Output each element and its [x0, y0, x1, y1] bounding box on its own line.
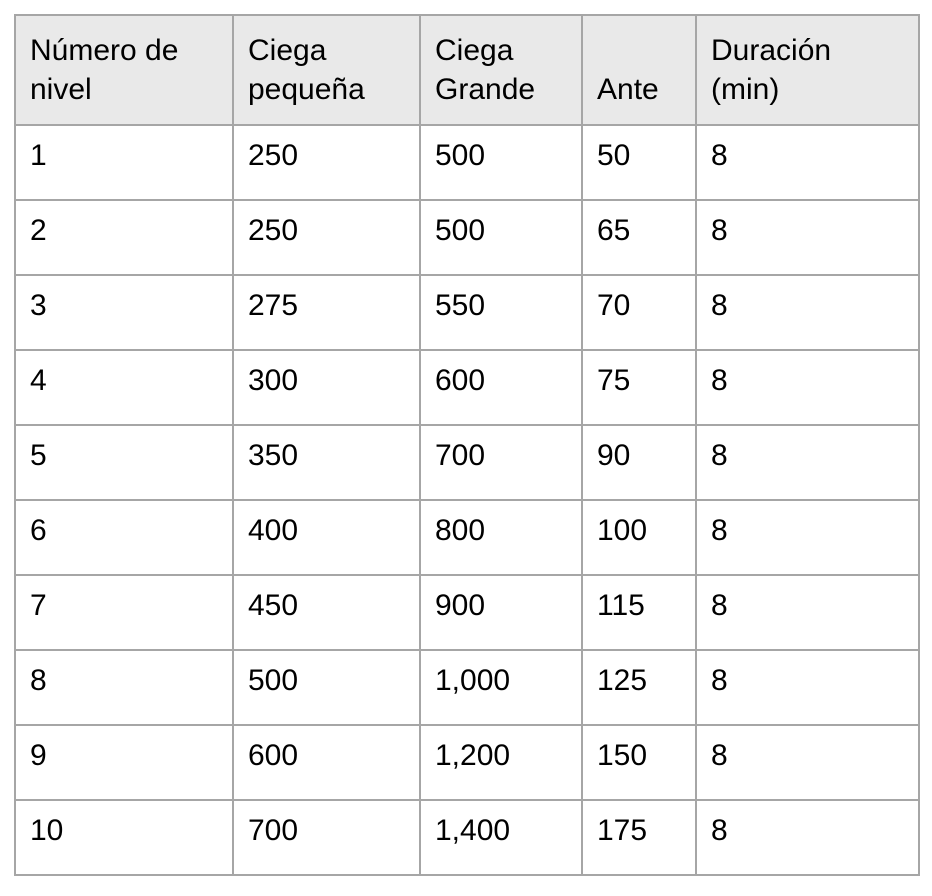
- table-cell: 450: [232, 574, 421, 651]
- table-cell: 8: [695, 649, 920, 726]
- table-row: 4 300 600 75 8: [14, 349, 920, 426]
- column-header-ciega-pequena: Ciega pequeña: [232, 14, 421, 126]
- table-row: 6 400 800 100 8: [14, 499, 920, 576]
- table-cell: 550: [419, 274, 583, 351]
- blind-structure-table: Número de nivel Ciega pequeña Ciega Gran…: [14, 14, 920, 876]
- table-cell: 8: [695, 274, 920, 351]
- table-cell: 8: [695, 349, 920, 426]
- table-cell: 1,000: [419, 649, 583, 726]
- table-row: 9 600 1,200 150 8: [14, 724, 920, 801]
- table-cell: 800: [419, 499, 583, 576]
- table-cell: 4: [14, 349, 234, 426]
- table-cell: 8: [695, 124, 920, 201]
- table-cell: 275: [232, 274, 421, 351]
- table-cell: 350: [232, 424, 421, 501]
- table-cell: 115: [581, 574, 697, 651]
- header-row: Número de nivel Ciega pequeña Ciega Gran…: [14, 14, 920, 126]
- table-row: 5 350 700 90 8: [14, 424, 920, 501]
- table-cell: 100: [581, 499, 697, 576]
- blind-structure-table-container: Número de nivel Ciega pequeña Ciega Gran…: [14, 14, 920, 876]
- table-cell: 10: [14, 799, 234, 876]
- table-cell: 700: [232, 799, 421, 876]
- column-header-duracion-min: Duración (min): [695, 14, 920, 126]
- table-row: 3 275 550 70 8: [14, 274, 920, 351]
- table-cell: 70: [581, 274, 697, 351]
- table-cell: 8: [695, 799, 920, 876]
- table-row: 7 450 900 115 8: [14, 574, 920, 651]
- table-row: 2 250 500 65 8: [14, 199, 920, 276]
- table-cell: 1,200: [419, 724, 583, 801]
- column-header-ante: Ante: [581, 14, 697, 126]
- table-cell: 90: [581, 424, 697, 501]
- table-cell: 500: [232, 649, 421, 726]
- table-cell: 8: [695, 724, 920, 801]
- table-cell: 8: [695, 574, 920, 651]
- table-cell: 8: [695, 199, 920, 276]
- table-cell: 300: [232, 349, 421, 426]
- table-row: 8 500 1,000 125 8: [14, 649, 920, 726]
- table-cell: 150: [581, 724, 697, 801]
- table-cell: 2: [14, 199, 234, 276]
- table-cell: 600: [419, 349, 583, 426]
- table-cell: 8: [695, 424, 920, 501]
- table-cell: 400: [232, 499, 421, 576]
- table-row: 10 700 1,400 175 8: [14, 799, 920, 876]
- table-cell: 250: [232, 124, 421, 201]
- table-row: 1 250 500 50 8: [14, 124, 920, 201]
- table-cell: 8: [14, 649, 234, 726]
- column-header-ciega-grande: Ciega Grande: [419, 14, 583, 126]
- table-cell: 250: [232, 199, 421, 276]
- table-cell: 700: [419, 424, 583, 501]
- column-header-numero-de-nivel: Número de nivel: [14, 14, 234, 126]
- table-cell: 1,400: [419, 799, 583, 876]
- table-cell: 75: [581, 349, 697, 426]
- table-cell: 8: [695, 499, 920, 576]
- table-cell: 6: [14, 499, 234, 576]
- table-cell: 9: [14, 724, 234, 801]
- table-cell: 50: [581, 124, 697, 201]
- table-cell: 175: [581, 799, 697, 876]
- table-cell: 600: [232, 724, 421, 801]
- table-cell: 7: [14, 574, 234, 651]
- table-cell: 65: [581, 199, 697, 276]
- table-cell: 3: [14, 274, 234, 351]
- table-cell: 900: [419, 574, 583, 651]
- table-cell: 500: [419, 199, 583, 276]
- table-cell: 1: [14, 124, 234, 201]
- table-cell: 500: [419, 124, 583, 201]
- table-cell: 125: [581, 649, 697, 726]
- table-cell: 5: [14, 424, 234, 501]
